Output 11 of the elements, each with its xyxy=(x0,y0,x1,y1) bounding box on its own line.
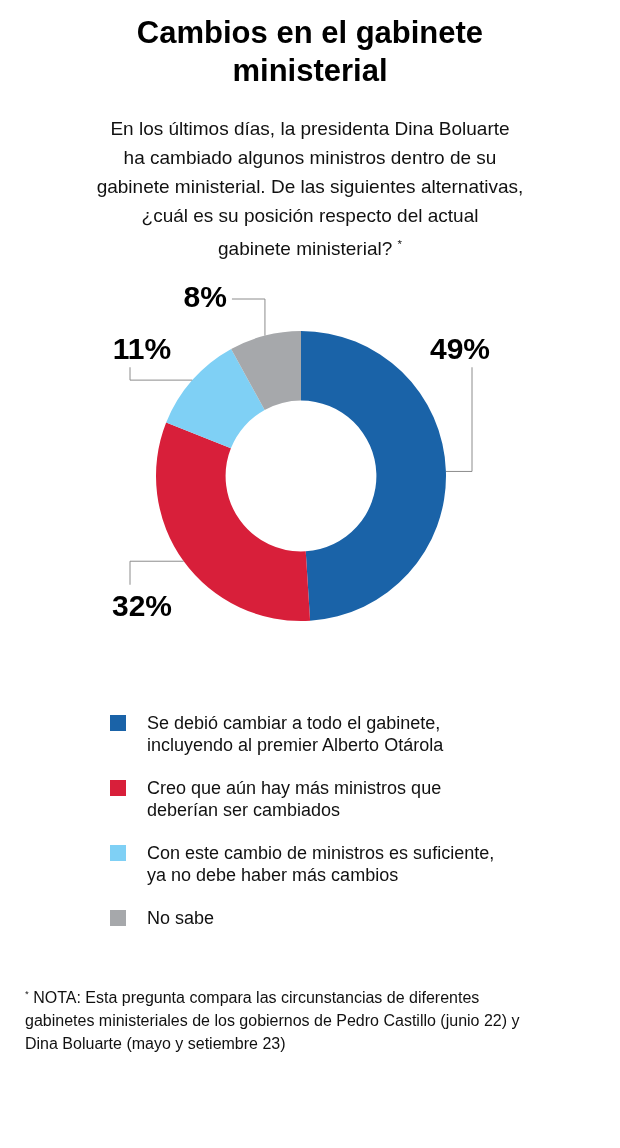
legend-label: Creo que aún hay más ministros que deberían ser cambiados xyxy=(147,777,442,821)
text: $^{*}$ NOTA: Esta pregunta compara las circunstancias de diferentes gabinetes ministeriales de los gobiernos de Pedro Castillo (junio 22) y Dina Boluarte (mayo y setiembre 23) xyxy=(25,987,521,1055)
legend-label: Con este cambio de ministros es suficiente, ya no debe haber más cambios xyxy=(147,842,495,886)
legend-label: No sabe xyxy=(147,907,215,929)
data-label: 11% xyxy=(112,332,172,366)
legend-label: Se debió cambiar a todo el gabinete, incluyendo al premier Alberto Otárola xyxy=(147,712,444,756)
chart-subtitle: En los últimos días, la presidenta Dina Boluarte ha cambiado algunos ministros dentro de su gabinete ministerial. De las siguientes alternativas, ¿cuál es su posición respecto del actual gabinete ministerial? $^{*}$ xyxy=(95,117,525,262)
data-label: 32% xyxy=(111,589,173,623)
data-label: 49% xyxy=(429,332,491,366)
chart-title: Cambios en el gabinete ministerial xyxy=(135,14,485,90)
data-label: 8% xyxy=(183,280,227,314)
